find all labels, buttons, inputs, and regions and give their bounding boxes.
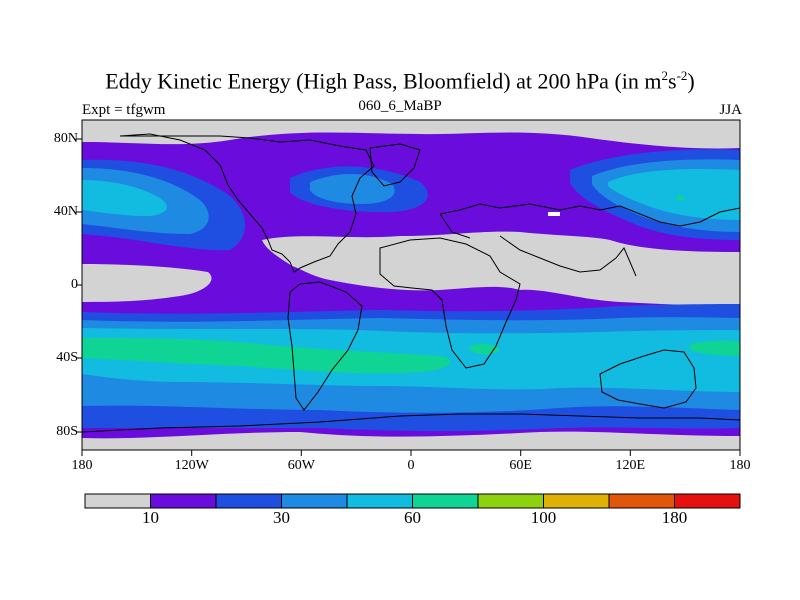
lon-label-120w: 120W [174, 458, 209, 473]
coast-greenland [369, 143, 421, 187]
colorbar-box-2 [215, 493, 282, 509]
lon-label-180w: 180 [71, 458, 93, 473]
contour-grey-africa-asia [262, 231, 740, 306]
contour-teal-n-pac [608, 169, 740, 220]
lat-label-80n: 80N [53, 131, 78, 146]
contour-grey-south [82, 431, 740, 450]
lat-label-eq: 0 [71, 277, 78, 292]
colorbar-box-4 [346, 493, 413, 509]
colorbar-label-60: 60 [404, 508, 421, 527]
colorbar-box-9 [674, 493, 741, 509]
colorbar-label-100: 100 [530, 508, 557, 527]
contour-green-se [690, 340, 740, 356]
coast-africa [379, 237, 521, 369]
contour-grey-e-pacific [82, 264, 212, 302]
run-label: 060_6_MaBP [358, 98, 442, 114]
contour-green-south [82, 338, 451, 374]
lon-label-0: 0 [407, 458, 415, 473]
coast-eurasia [439, 203, 740, 277]
lon-label-180e: 180 [729, 458, 751, 473]
colorbar-box-6 [477, 493, 544, 509]
contour-cyan-n-atl [310, 173, 395, 204]
colorbar-label-30: 30 [273, 508, 290, 527]
lat-label-40s: 40S [56, 350, 78, 365]
lon-label-60e: 60E [509, 458, 532, 473]
coast-north-america [119, 133, 375, 273]
contour-green-n-pac [676, 195, 685, 201]
contour-teal-n-west [82, 180, 167, 216]
coastlines [82, 133, 740, 433]
lon-label-120e: 120E [615, 458, 646, 473]
coast-australia [599, 349, 697, 409]
coast-south-america [287, 281, 363, 411]
colorbar [84, 493, 741, 509]
season-label: JJA [719, 102, 742, 118]
map-title: Eddy Kinetic Energy (High Pass, Bloomfie… [105, 68, 695, 94]
colorbar-box-1 [150, 493, 217, 509]
contour-grey-north [82, 120, 740, 149]
contour-grey-spot [548, 212, 560, 216]
lat-label-80s: 80S [56, 424, 78, 439]
colorbar-box-8 [608, 493, 675, 509]
lon-label-60w: 60W [287, 458, 315, 473]
colorbar-box-3 [281, 493, 348, 509]
axis-ticks [76, 138, 741, 456]
colorbar-box-0 [84, 493, 151, 509]
colorbar-box-7 [543, 493, 610, 509]
colorbar-label-180: 180 [661, 508, 688, 527]
experiment-label: Expt = tfgwm [82, 102, 166, 118]
lat-label-40n: 40N [53, 204, 78, 219]
colorbar-box-5 [412, 493, 479, 509]
filled-contours [82, 120, 740, 450]
coast-antarctica [82, 413, 740, 433]
colorbar-label-10: 10 [142, 508, 159, 527]
